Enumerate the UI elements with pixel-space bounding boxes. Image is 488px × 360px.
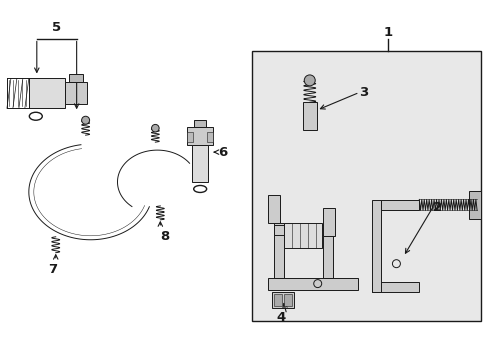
Text: 7: 7 [48,263,57,276]
Bar [29,78,64,108]
Bar [194,120,206,127]
Bar [302,102,316,130]
Bar [371,282,419,292]
Text: 3: 3 [359,86,368,99]
Bar [192,145,208,182]
Bar [64,82,86,104]
Bar [381,200,419,210]
Bar [273,225,333,235]
Text: 1: 1 [383,26,392,39]
Bar [468,191,480,219]
Bar [267,278,357,289]
Bar [371,200,381,292]
Bar [283,223,321,248]
Text: 8: 8 [161,230,170,243]
Bar [283,293,291,306]
Bar [187,127,213,145]
Bar [322,208,334,236]
Circle shape [151,125,159,132]
Bar [322,236,332,278]
Text: 2: 2 [432,201,441,215]
Text: 4: 4 [276,311,285,324]
Bar [207,132,213,142]
Bar [273,223,283,278]
Circle shape [81,116,89,124]
Text: 5: 5 [52,21,61,33]
Text: 6: 6 [218,145,227,159]
Bar [251,50,480,321]
Bar [267,195,279,223]
Circle shape [304,75,315,86]
Bar [68,75,82,82]
Bar [271,292,293,307]
Bar [187,132,193,142]
Bar [273,293,281,306]
